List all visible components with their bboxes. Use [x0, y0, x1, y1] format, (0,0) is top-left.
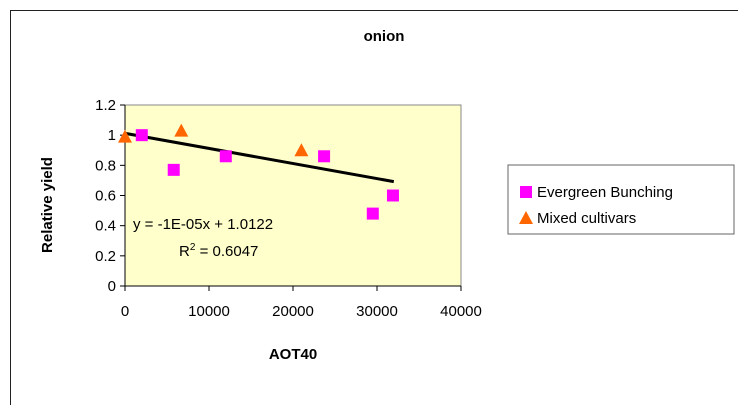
legend-marker — [519, 211, 533, 224]
x-tick-label: 10000 — [188, 303, 230, 320]
y-tick-label: 0.2 — [95, 248, 116, 265]
legend-marker — [520, 186, 532, 198]
legend-box — [507, 164, 735, 235]
y-axis: 0 0.2 0.4 0.6 0.8 1 1.2 — [95, 97, 126, 295]
r2-superscript: 2 — [190, 242, 196, 253]
evergreen-bunching-point — [386, 189, 399, 202]
trendline-equation: y = -1E-05x + 1.0122 — [133, 216, 273, 233]
evergreen-bunching-point — [135, 129, 148, 142]
evergreen-bunching-point — [318, 150, 331, 163]
trendline-r-squared: R2 = 0.6047 — [179, 242, 258, 260]
chart-title: onion — [364, 28, 405, 45]
mixed-cultivars-point — [294, 143, 309, 157]
y-tick-label: 1 — [108, 127, 116, 144]
mixed-cultivars-point — [118, 129, 132, 143]
r2-prefix: R — [179, 243, 190, 260]
trendline-group — [124, 131, 395, 184]
x-axis-label: AOT40 — [269, 346, 317, 363]
evergreen-bunching-point — [219, 150, 232, 163]
x-tick-label: 40000 — [440, 303, 482, 320]
plot-area — [124, 104, 462, 287]
y-axis-label: Relative yield — [39, 157, 56, 253]
x-tick-label: 0 — [121, 303, 129, 320]
r2-value: = 0.6047 — [195, 243, 258, 260]
y-tick-label: 0.8 — [95, 157, 116, 174]
mixed-cultivars-point — [174, 123, 189, 137]
chart-frame: onion 0 0.2 0.4 0.6 0.8 1 1.2 0 10000 20000 30000… — [10, 10, 738, 405]
trendline — [124, 131, 395, 184]
data-points — [118, 123, 399, 220]
y-tick-label: 0 — [108, 278, 116, 295]
evergreen-bunching-point — [366, 207, 379, 220]
legend-entry-label: Evergreen Bunching — [537, 184, 673, 201]
chart-svg: onion 0 0.2 0.4 0.6 0.8 1 1.2 0 10000 20000 30000… — [39, 28, 735, 363]
x-tick-label: 20000 — [272, 303, 314, 320]
x-tick-label: 30000 — [356, 303, 398, 320]
evergreen-bunching-point — [167, 163, 180, 176]
y-tick-label: 0.6 — [95, 188, 116, 205]
y-tick-label: 0.4 — [95, 218, 116, 235]
legend: Evergreen Bunching Mixed cultivars — [519, 184, 673, 227]
legend-entry-label: Mixed cultivars — [537, 210, 636, 227]
y-tick-label: 1.2 — [95, 97, 116, 114]
x-axis: 0 10000 20000 30000 40000 — [121, 285, 482, 320]
